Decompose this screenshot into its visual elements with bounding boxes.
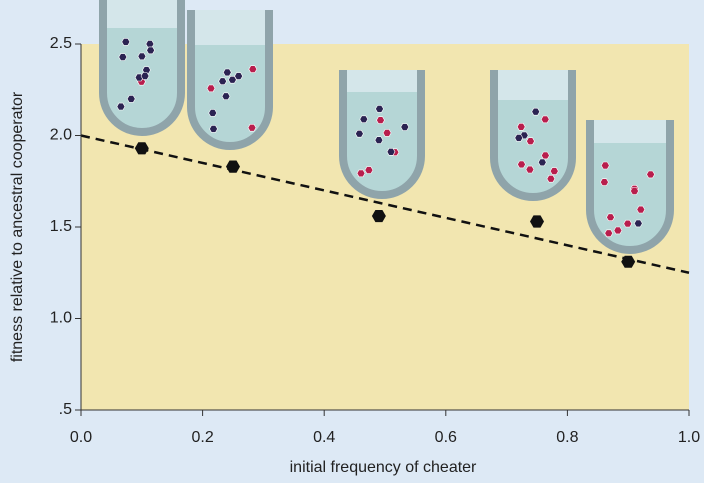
particle xyxy=(360,116,368,123)
particle xyxy=(624,220,632,227)
particle xyxy=(207,85,215,92)
particle xyxy=(127,96,135,103)
particle xyxy=(547,175,555,182)
particle xyxy=(601,162,609,169)
particle xyxy=(538,159,546,166)
particle xyxy=(228,76,236,83)
particle xyxy=(375,137,383,144)
particle xyxy=(526,166,534,173)
particle xyxy=(210,126,218,133)
particle xyxy=(249,66,257,73)
particle xyxy=(647,171,655,178)
particle xyxy=(515,135,523,142)
x-tick-label: 0.2 xyxy=(191,429,213,446)
particle xyxy=(119,54,127,61)
particle xyxy=(355,130,363,137)
particle xyxy=(138,53,146,60)
particle xyxy=(605,230,613,237)
particle xyxy=(527,138,535,145)
particle xyxy=(541,116,549,123)
particle xyxy=(209,110,217,117)
particle xyxy=(141,73,149,80)
x-tick-label: 1.0 xyxy=(678,429,700,446)
x-tick-label: 0.4 xyxy=(313,429,335,446)
y-tick-label: 1.5 xyxy=(50,218,72,235)
x-tick-label: 0.6 xyxy=(435,429,457,446)
particle xyxy=(634,220,642,227)
particle xyxy=(541,152,549,159)
particle xyxy=(377,117,385,124)
particle xyxy=(376,106,384,113)
particle xyxy=(365,167,373,174)
y-axis-label: fitness relative to ancestral cooperator xyxy=(9,91,26,362)
particle xyxy=(532,108,540,115)
particle xyxy=(614,227,622,234)
y-tick-label: 1.0 xyxy=(50,310,72,327)
particle xyxy=(146,41,154,48)
particle xyxy=(222,93,230,100)
particle xyxy=(637,206,645,213)
chart: initial frequency of cheater fitness rel… xyxy=(0,0,704,483)
particle xyxy=(387,148,395,155)
particle xyxy=(631,188,639,195)
y-tick-label: 2.0 xyxy=(50,127,72,144)
particle xyxy=(248,124,256,131)
particle xyxy=(147,47,155,54)
particle xyxy=(607,214,615,221)
particle xyxy=(122,38,130,45)
particle xyxy=(517,123,525,130)
particle xyxy=(550,168,558,175)
x-axis-label: initial frequency of cheater xyxy=(290,459,477,476)
x-tick-label: 0.8 xyxy=(556,429,578,446)
particle xyxy=(518,161,526,168)
particle xyxy=(357,170,365,177)
particle xyxy=(117,103,125,110)
particle xyxy=(401,124,409,131)
particle xyxy=(223,69,231,76)
y-tick-label: .5 xyxy=(59,401,72,418)
particle xyxy=(219,78,227,85)
particle xyxy=(383,130,391,137)
x-tick-label: 0.0 xyxy=(70,429,92,446)
particle xyxy=(600,179,608,186)
y-tick-label: 2.5 xyxy=(50,35,72,52)
